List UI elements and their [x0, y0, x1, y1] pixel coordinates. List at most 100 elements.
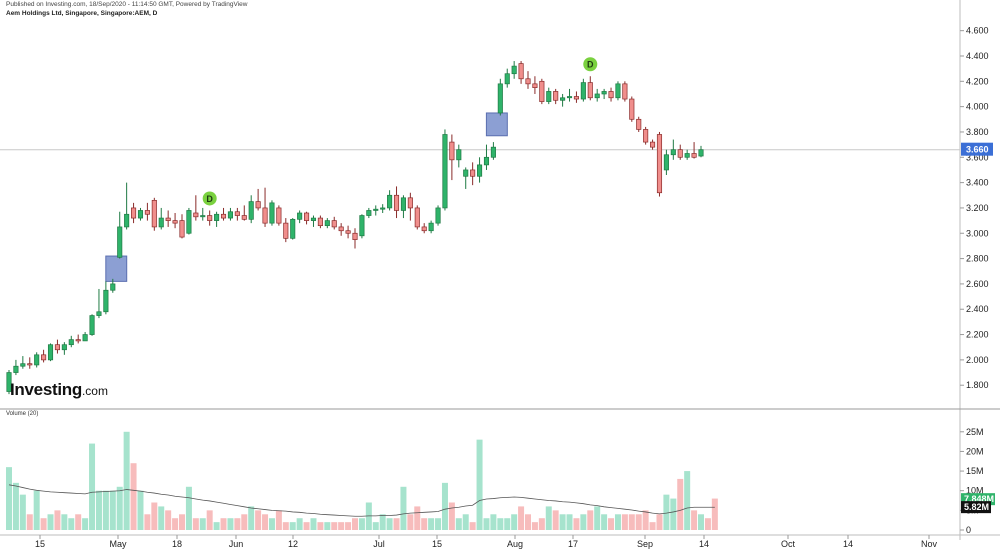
volume-bar [303, 522, 310, 530]
volume-bar [89, 443, 96, 530]
volume-bar [165, 510, 172, 530]
volume-tick-label: 10M [966, 486, 984, 496]
candle-body [643, 129, 649, 143]
investing-logo: Investing.com [10, 380, 108, 400]
volume-bar [469, 522, 476, 530]
price-tick-label: 3.200 [966, 203, 989, 213]
candle-body [144, 210, 150, 215]
volume-bar [649, 522, 656, 530]
price-tick-label: 2.400 [966, 304, 989, 314]
volume-bar [61, 514, 68, 530]
time-tick-label: Nov [921, 539, 938, 549]
volume-bar [504, 518, 511, 530]
volume-bar [538, 518, 545, 530]
volume-bar [158, 506, 165, 530]
candle-body [601, 91, 607, 95]
candle-body [393, 194, 400, 211]
volume-bar [6, 467, 12, 530]
volume-bar [386, 518, 393, 530]
volume-bar [68, 518, 75, 530]
volume-bar [448, 502, 455, 530]
candle-body [131, 207, 137, 219]
last-price-tag-label: 3.660 [966, 145, 989, 155]
candle-body [89, 315, 95, 335]
volume-bar [476, 439, 483, 530]
candle-body [117, 226, 123, 258]
candle-body [158, 217, 164, 228]
volume-ma-tag [961, 501, 991, 514]
candle-body [186, 210, 192, 234]
volume-bar [12, 482, 19, 530]
volume-bar [428, 518, 435, 530]
candle-body [34, 354, 40, 366]
candle-body [165, 217, 171, 221]
volume-bar [75, 514, 82, 530]
candle-body [82, 334, 88, 342]
volume-bar [656, 514, 663, 530]
published-note: Published on Investing.com, 18/Sep/2020 … [6, 1, 248, 8]
candle-body [532, 83, 538, 88]
candle-body [338, 226, 344, 232]
price-tick-label: 4.400 [966, 51, 989, 61]
volume-bar [26, 514, 33, 530]
candle-body [463, 169, 469, 177]
time-tick-label: 18 [172, 539, 182, 549]
candle-body [504, 73, 510, 85]
volume-bar [691, 510, 698, 530]
volume-bar [275, 510, 282, 530]
candle-body [41, 354, 47, 361]
candle-body [663, 154, 669, 171]
candle-body [234, 211, 240, 216]
volume-bar [407, 514, 414, 530]
candle-body [124, 213, 130, 228]
volume-bar [704, 518, 711, 530]
volume-bar [628, 514, 635, 530]
volume-bar [95, 490, 102, 530]
volume-bar [490, 514, 497, 530]
price-tick-label: 4.200 [966, 76, 989, 86]
candle-body [110, 283, 116, 291]
candle-body [442, 134, 448, 209]
volume-bar [82, 518, 89, 530]
volume-bar [227, 518, 234, 530]
dividend-marker-label: D [587, 60, 594, 70]
volume-bar [677, 478, 684, 530]
candle-body [553, 91, 559, 101]
volume-bar [123, 431, 130, 530]
volume-bar [545, 506, 552, 530]
candle-body [137, 210, 144, 219]
candle-body [428, 222, 434, 232]
volume-bar [296, 518, 303, 530]
volume-bar [54, 510, 61, 530]
volume-bar [144, 514, 151, 530]
candle-body [629, 98, 635, 120]
time-tick-label: 15 [35, 539, 45, 549]
volume-tick-label: 0 [966, 525, 971, 535]
volume-tick-label: 15M [966, 466, 984, 476]
volume-bar [317, 522, 324, 530]
candle-body [359, 215, 365, 237]
time-tick-label: May [109, 539, 127, 549]
volume-bar [310, 518, 317, 530]
symbol-title: Aem Holdings Ltd, Singapore, Singapore:A… [6, 10, 158, 17]
candle-body [497, 83, 503, 114]
candle-body [68, 339, 74, 346]
candle-body [421, 226, 427, 232]
volume-bar [483, 518, 490, 530]
gap-box [485, 112, 508, 137]
candle-body [477, 164, 483, 177]
last-price-tag [961, 142, 993, 156]
volume-bar [670, 498, 677, 530]
volume-bar [698, 514, 704, 530]
candle-body [518, 63, 524, 80]
volume-bar [531, 522, 538, 530]
candle-body [566, 96, 573, 99]
volume-bar [518, 506, 525, 530]
candle-body [587, 82, 593, 99]
volume-bar [130, 463, 137, 530]
price-tick-label: 2.600 [966, 279, 989, 289]
volume-bar [400, 486, 407, 530]
price-tick-label: 1.800 [966, 380, 989, 390]
candle-body [317, 217, 323, 227]
